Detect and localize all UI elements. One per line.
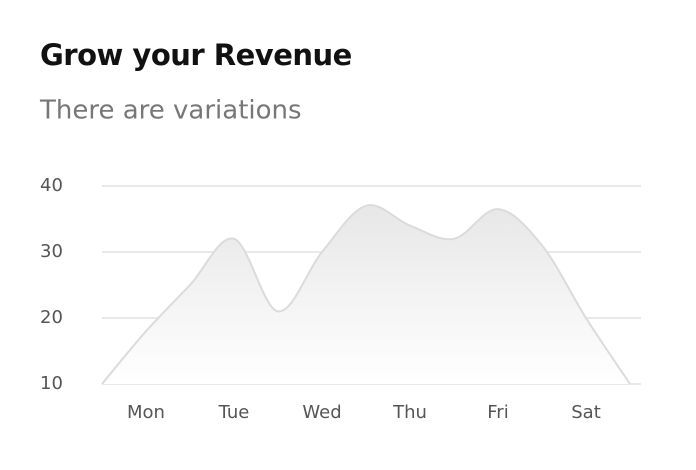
- area-fill: [102, 205, 630, 384]
- x-tick-label: Sat: [571, 402, 601, 423]
- area-line: [101, 204, 631, 385]
- chart-subtitle: There are variations: [39, 96, 302, 126]
- x-tick-label: Wed: [302, 402, 341, 423]
- chart-title: Grow your Revenue: [40, 38, 352, 72]
- y-tick-label: 10: [40, 373, 63, 394]
- y-tick-label: 40: [40, 175, 63, 196]
- x-tick-label: Thu: [392, 402, 427, 423]
- x-tick-label: Mon: [127, 402, 165, 423]
- x-tick-label: Fri: [487, 402, 508, 423]
- x-tick-label: Tue: [218, 402, 250, 423]
- y-tick-label: 30: [40, 241, 63, 262]
- y-tick-label: 20: [40, 307, 63, 328]
